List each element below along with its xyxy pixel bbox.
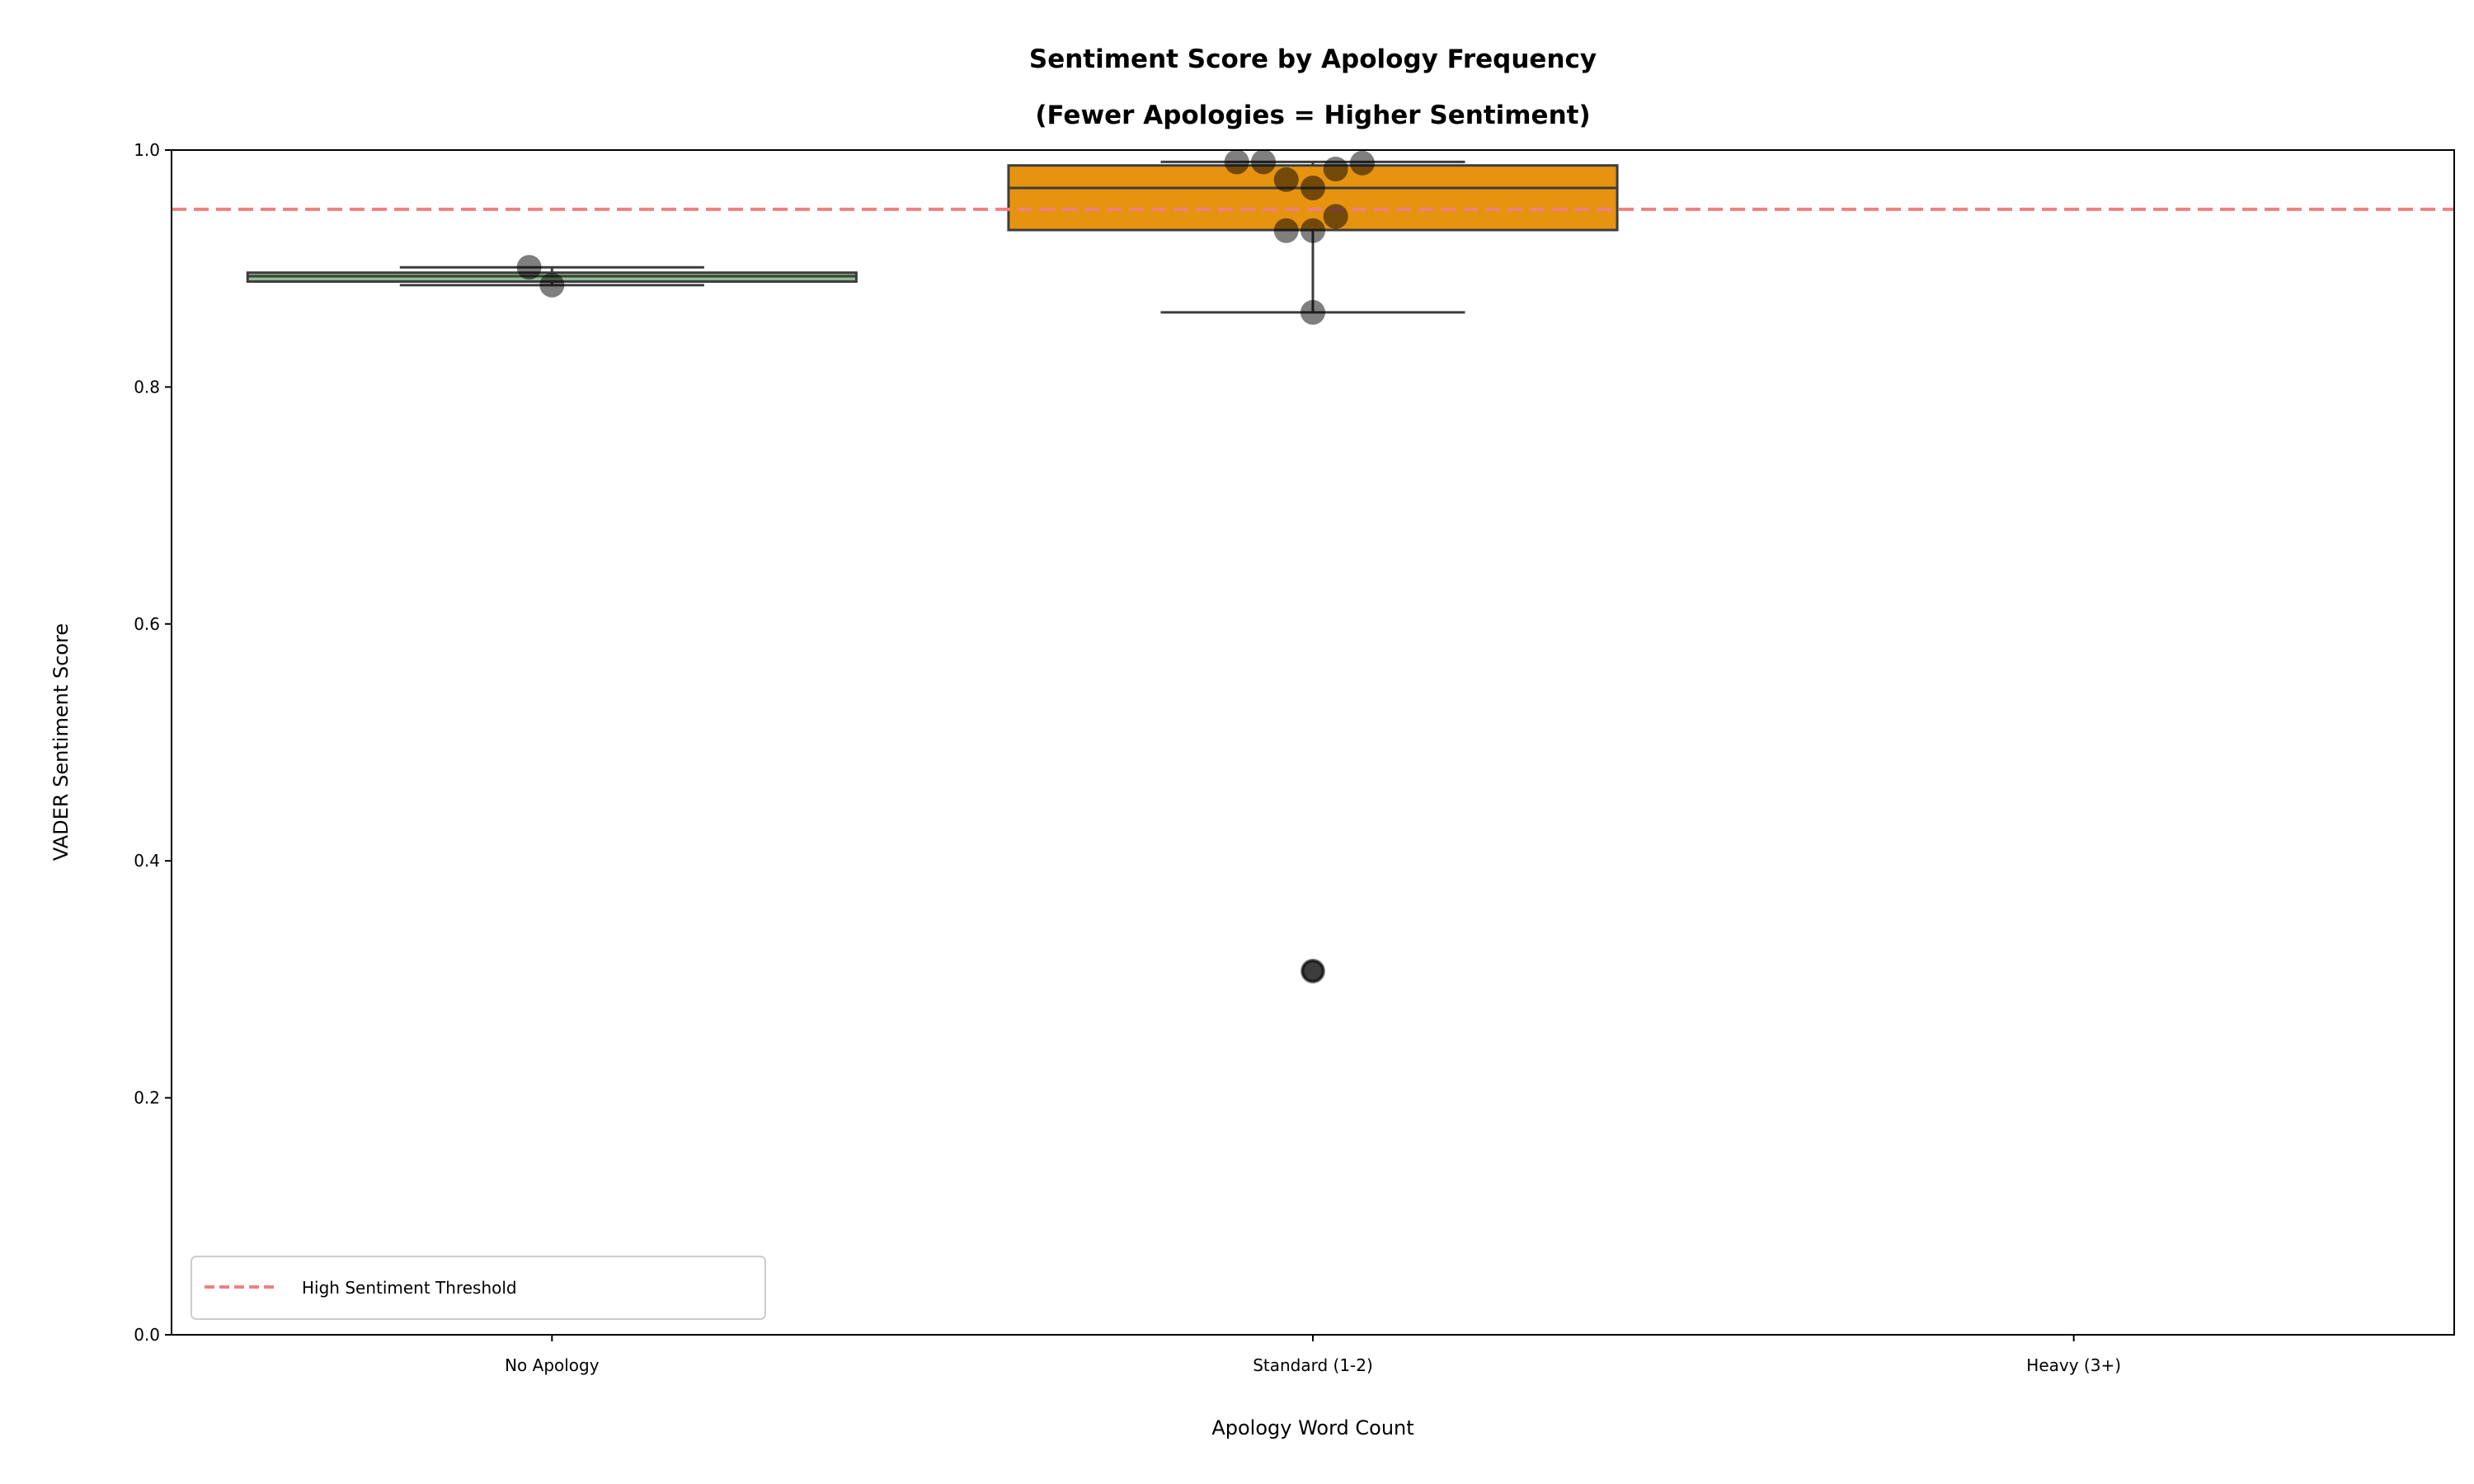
data-point — [1251, 149, 1277, 175]
data-point — [1323, 204, 1348, 229]
data-point — [1349, 150, 1375, 176]
y-tick-label: 0.2 — [134, 1088, 160, 1108]
x-axis-label: Apology Word Count — [1211, 1416, 1413, 1439]
y-axis: 0.0 0.2 0.4 0.6 0.8 1.0 — [134, 140, 172, 1345]
box-standard-1-2- — [1007, 160, 1619, 983]
data-point — [1300, 958, 1325, 984]
y-tick-label: 0.6 — [134, 614, 160, 634]
x-tick-label: Standard (1-2) — [1253, 1355, 1373, 1375]
legend-threshold-label: High Sentiment Threshold — [302, 1278, 517, 1298]
data-point — [516, 255, 542, 280]
data-point — [1323, 156, 1348, 181]
chart-title-line2: (Fewer Apologies = Higher Sentiment) — [1035, 101, 1590, 130]
plot-area — [172, 149, 2454, 984]
data-point — [1273, 167, 1299, 192]
y-tick-label: 0.0 — [134, 1325, 160, 1345]
y-tick-label: 0.4 — [134, 851, 160, 871]
x-axis: No Apology Standard (1-2) Heavy (3+) — [505, 1335, 2121, 1375]
legend: High Sentiment Threshold — [190, 1256, 766, 1320]
y-tick-label: 1.0 — [134, 140, 160, 160]
data-point — [1300, 299, 1325, 325]
x-tick-label: Heavy (3+) — [2026, 1355, 2121, 1375]
data-point — [1224, 149, 1249, 175]
legend-box — [190, 1256, 766, 1320]
chart-title-line1: Sentiment Score by Apology Frequency — [1029, 45, 1597, 74]
x-tick-label: No Apology — [505, 1355, 600, 1375]
y-axis-label: VADER Sentiment Score — [49, 623, 73, 861]
plot-frame — [171, 149, 2455, 1336]
data-point — [1300, 175, 1325, 200]
y-tick-label: 0.8 — [134, 377, 160, 397]
data-point — [1300, 218, 1325, 243]
data-point — [539, 272, 565, 298]
data-point — [1273, 218, 1299, 243]
